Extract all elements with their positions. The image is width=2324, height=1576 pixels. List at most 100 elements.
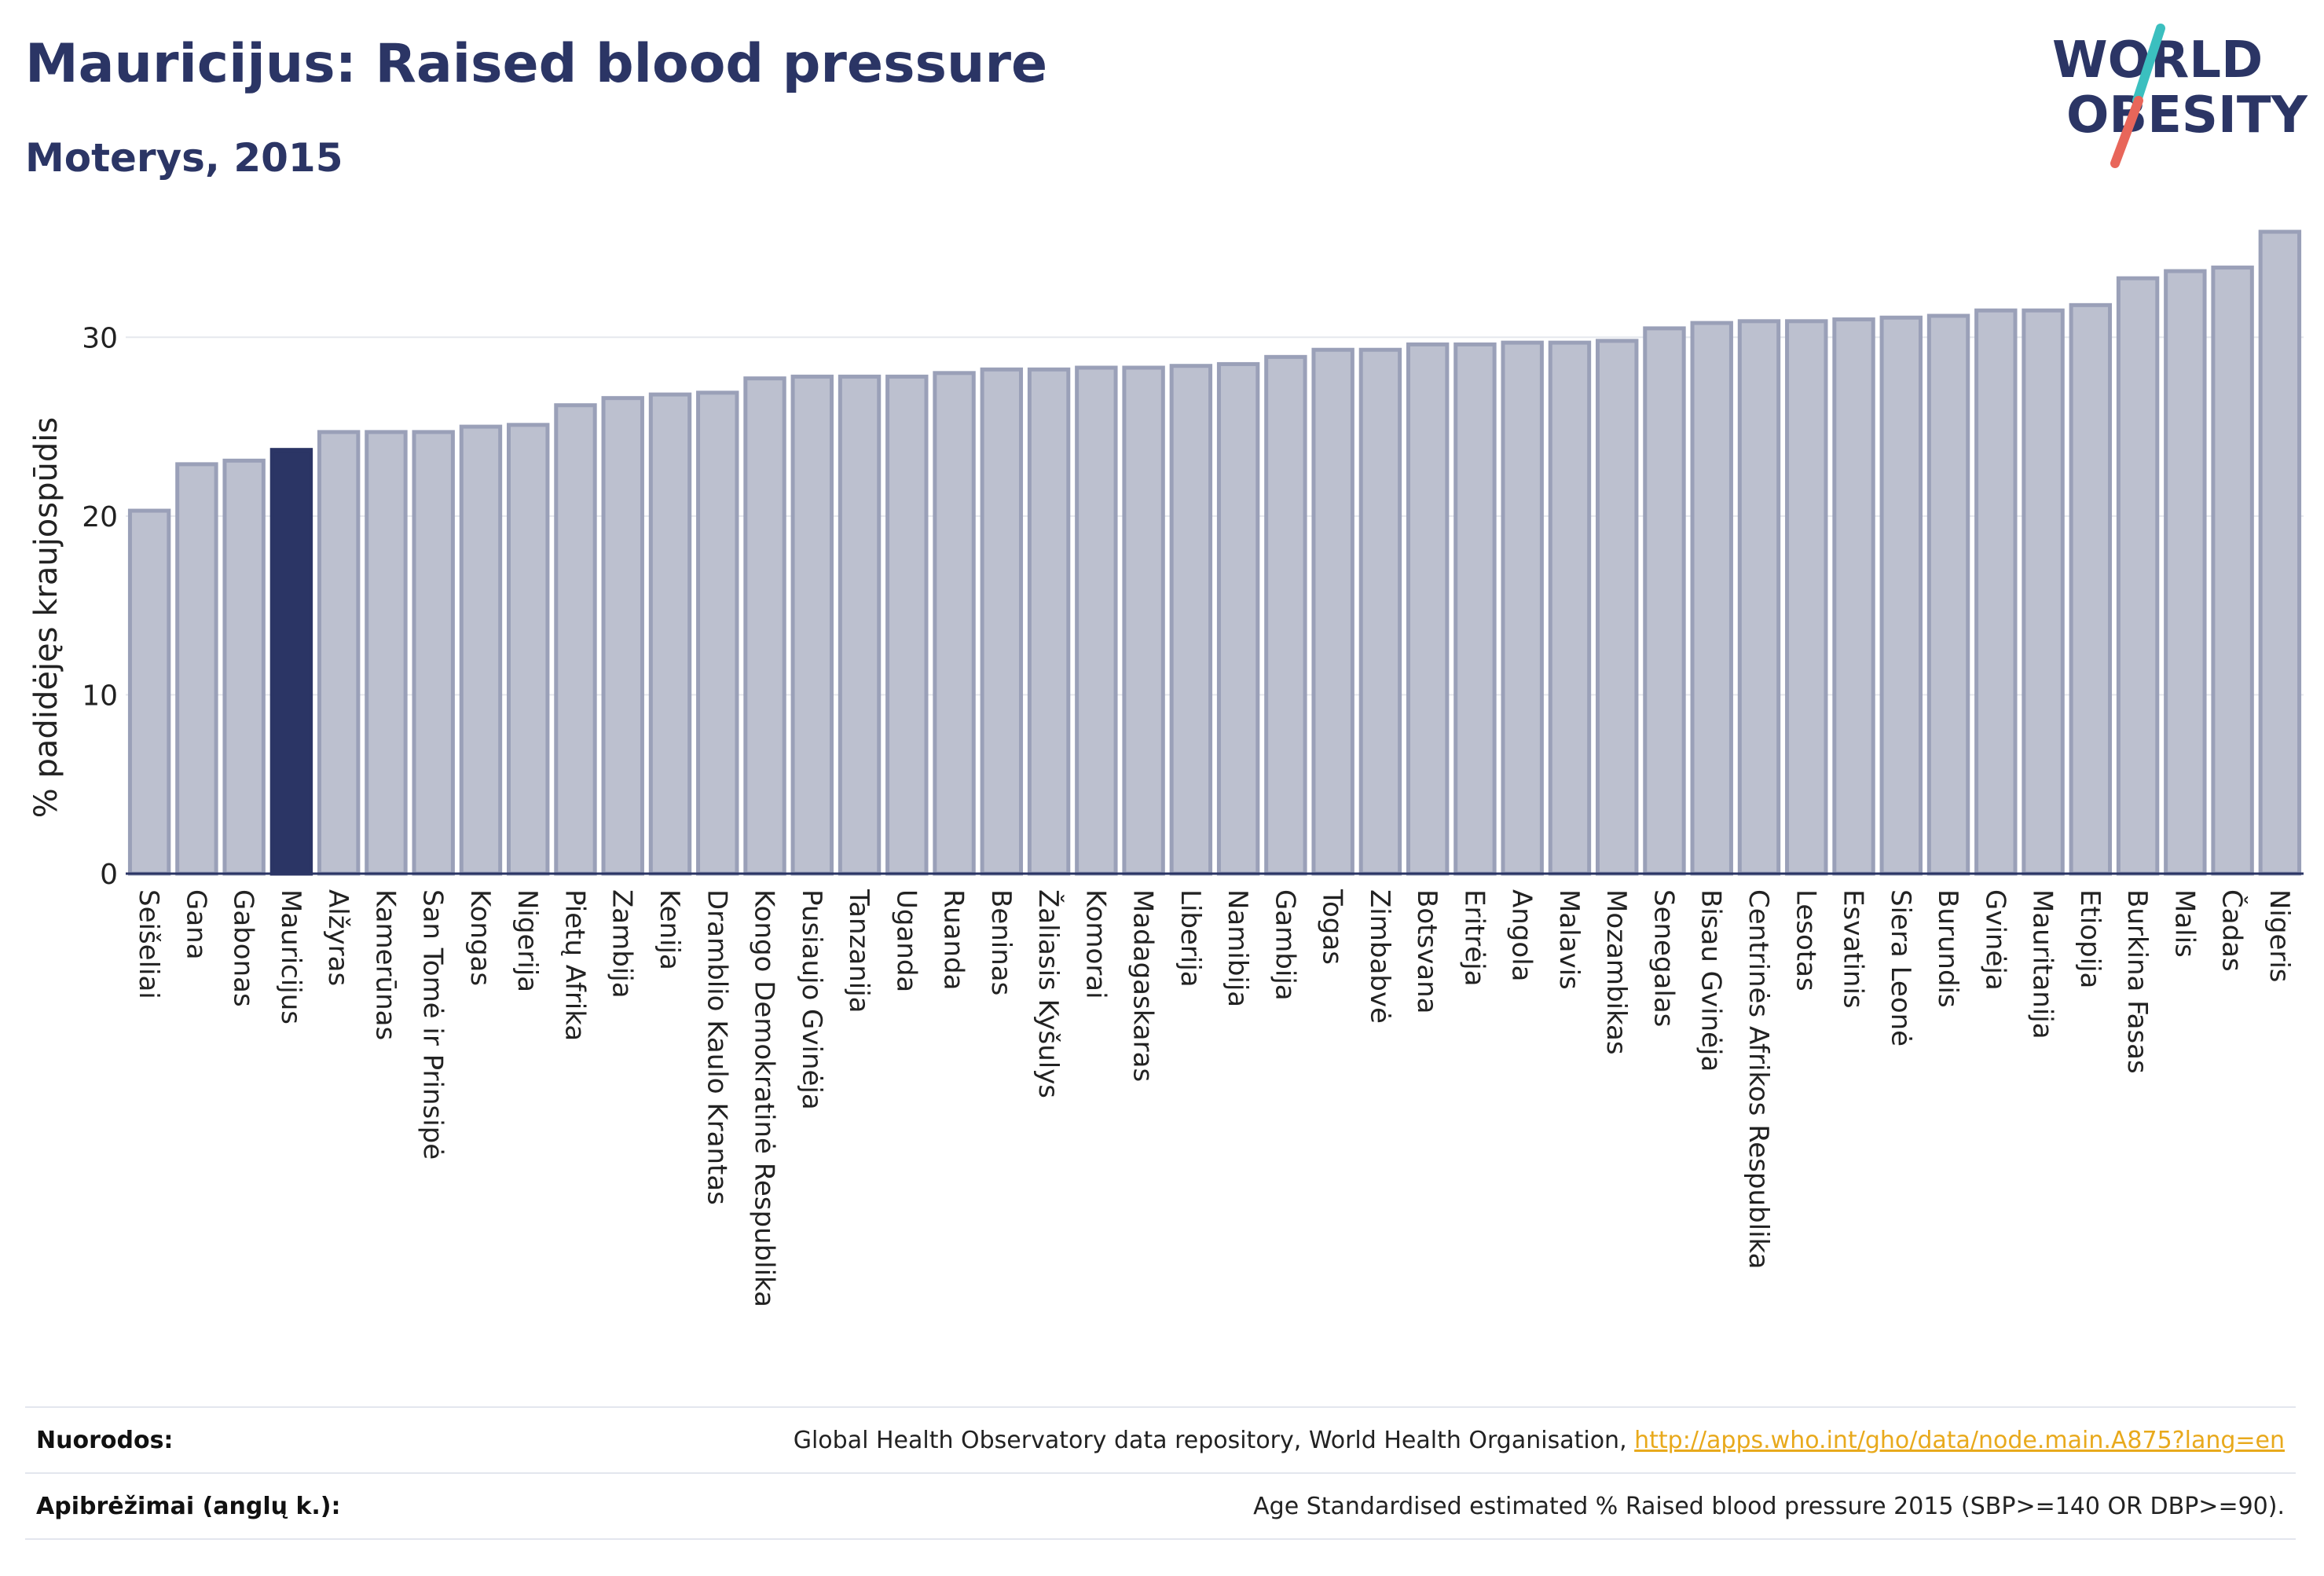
world-obesity-logo: WORLD OBESITY bbox=[2052, 24, 2308, 168]
bar bbox=[743, 376, 786, 876]
bar bbox=[1690, 321, 1733, 876]
x-tick-label: Kamerūnas bbox=[369, 889, 401, 1040]
x-tick-label: Uganda bbox=[890, 889, 922, 992]
bar bbox=[1926, 313, 1970, 876]
bar bbox=[1974, 308, 2018, 876]
bar bbox=[1216, 361, 1260, 876]
x-tick-label: Bisau Gvinėja bbox=[1695, 889, 1727, 1072]
x-tick-label: Centrinės Afrikos Respublika bbox=[1743, 889, 1774, 1269]
y-tick-labels: 0 10 20 30 bbox=[82, 322, 118, 891]
x-tick-label: Togas bbox=[1317, 889, 1348, 965]
bars bbox=[127, 229, 2302, 876]
bar bbox=[2069, 302, 2113, 876]
x-tick-label: Tanzanija bbox=[843, 889, 874, 1013]
bar bbox=[554, 403, 597, 876]
bar-highlight bbox=[269, 448, 313, 876]
x-tick-label: Liberija bbox=[1175, 889, 1206, 988]
x-tick-labels: Seišeliai Gana Gabonas Mauricijus Alžyras Kam… bbox=[133, 889, 2295, 1307]
x-tick-label: Kenija bbox=[654, 889, 685, 970]
y-tick-label: 10 bbox=[82, 680, 118, 712]
x-tick-label: Madagaskaras bbox=[1127, 889, 1159, 1082]
x-tick-label: San Tomė ir Prinsipė bbox=[417, 889, 449, 1160]
bar bbox=[1311, 347, 1354, 876]
bar bbox=[1737, 319, 1781, 876]
bar bbox=[2022, 308, 2065, 876]
bar bbox=[1122, 365, 1165, 876]
sources-value: Global Health Observatory data repositor… bbox=[794, 1427, 2285, 1454]
definitions-label: Apibrėžimai (anglų k.): bbox=[36, 1493, 341, 1520]
x-tick-label: Gana bbox=[180, 889, 211, 960]
bar bbox=[175, 462, 218, 876]
x-tick-label: Gabonas bbox=[228, 889, 259, 1007]
bar bbox=[1832, 317, 1875, 876]
x-tick-label: Čadas bbox=[2216, 889, 2249, 972]
x-tick-label: Senegalas bbox=[1648, 889, 1679, 1027]
x-tick-label: Siera Leonė bbox=[1885, 889, 1916, 1046]
x-tick-label: Mozambikas bbox=[1600, 889, 1632, 1055]
x-tick-label: Mauritanija bbox=[2027, 889, 2058, 1039]
y-tick-label: 0 bbox=[100, 859, 118, 891]
y-tick-label: 20 bbox=[82, 501, 118, 533]
bar bbox=[980, 367, 1024, 876]
logo-slash-bottom bbox=[2110, 96, 2143, 168]
x-tick-label: Eritrėja bbox=[1458, 889, 1490, 986]
x-tick-label: Esvatinis bbox=[1838, 889, 1869, 1009]
bar-chart: 0 10 20 30 Seišeliai Gana Gabonas Mauricijus Al… bbox=[28, 229, 2304, 1307]
x-tick-label: Burkina Fasas bbox=[2121, 889, 2153, 1074]
bar bbox=[1548, 340, 1592, 876]
x-tick-label: Komorai bbox=[1080, 889, 1111, 999]
bar bbox=[459, 424, 503, 876]
bar bbox=[2258, 229, 2302, 876]
bar bbox=[222, 458, 266, 876]
bar bbox=[507, 423, 550, 876]
bar bbox=[1358, 347, 1402, 876]
bar bbox=[1169, 364, 1213, 876]
chart-title: Mauricijus: Raised blood pressure bbox=[25, 33, 1048, 95]
x-tick-label: Nigerija bbox=[511, 889, 543, 992]
x-tick-label: Seišeliai bbox=[133, 889, 164, 999]
sources-link[interactable]: http://apps.who.int/gho/data/node.main.A… bbox=[1634, 1427, 2285, 1454]
bar bbox=[838, 374, 882, 876]
y-axis-label: % padidėjęs kraujospūdis bbox=[28, 417, 64, 818]
logo-text-obesity: OBESITY bbox=[2066, 86, 2308, 145]
chart-subtitle: Moterys, 2015 bbox=[25, 135, 343, 181]
x-tick-label: Mauricijus bbox=[275, 889, 306, 1024]
definitions-row: Apibrėžimai (anglų k.): Age Standardised… bbox=[25, 1472, 2296, 1540]
bar bbox=[648, 392, 692, 876]
bar bbox=[1501, 340, 1544, 876]
x-tick-label: Beninas bbox=[985, 889, 1017, 995]
x-tick-label: Nigeris bbox=[2264, 889, 2295, 983]
y-tick-label: 30 bbox=[82, 322, 118, 354]
bar bbox=[933, 371, 976, 876]
x-tick-label: Ruanda bbox=[938, 889, 970, 990]
x-tick-label: Angola bbox=[1506, 889, 1538, 981]
x-tick-label: Žaliasis Kyšulys bbox=[1032, 889, 1065, 1098]
sources-text: Global Health Observatory data repositor… bbox=[793, 1427, 1635, 1454]
sources-row: Nuorodos: Global Health Observatory data… bbox=[25, 1406, 2296, 1472]
bar bbox=[1264, 354, 1307, 876]
bar bbox=[2164, 269, 2207, 876]
x-tick-label: Gvinėja bbox=[1979, 889, 2011, 991]
bar bbox=[601, 396, 644, 876]
logo-slash-top bbox=[2132, 24, 2165, 105]
x-tick-label: Etiopija bbox=[2074, 889, 2106, 988]
bar bbox=[1596, 339, 1639, 876]
bar bbox=[790, 374, 834, 876]
bar bbox=[1027, 367, 1071, 876]
chart-footer: Nuorodos: Global Health Observatory data… bbox=[25, 1406, 2296, 1540]
x-tick-label: Kongo Demokratinė Respublika bbox=[749, 889, 780, 1307]
bar bbox=[1643, 326, 1686, 876]
bar bbox=[885, 374, 929, 876]
bar bbox=[1879, 315, 1923, 876]
x-tick-label: Botsvana bbox=[1411, 889, 1442, 1014]
x-tick-label: Malavis bbox=[1553, 889, 1585, 990]
x-tick-label: Pietų Afrika bbox=[559, 889, 590, 1041]
x-tick-label: Malis bbox=[2168, 889, 2200, 958]
sources-label: Nuorodos: bbox=[36, 1427, 174, 1454]
definitions-text: Age Standardised estimated % Raised bloo… bbox=[1253, 1493, 2285, 1520]
x-tick-label: Namibija bbox=[1222, 889, 1253, 1007]
x-tick-label: Dramblio Kaulo Krantas bbox=[701, 889, 732, 1205]
bar bbox=[317, 430, 361, 876]
bar bbox=[1075, 365, 1118, 876]
x-tick-label: Lesotas bbox=[1790, 889, 1821, 991]
